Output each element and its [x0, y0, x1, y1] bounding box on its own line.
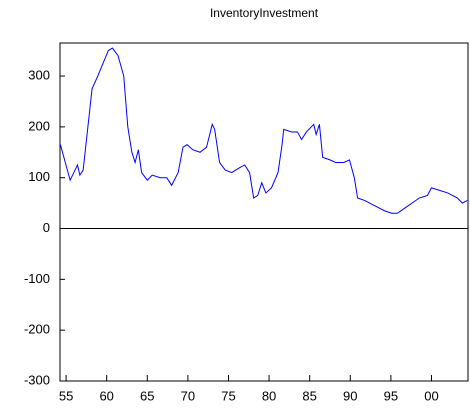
x-tick-label: 60 [99, 388, 113, 403]
y-tick-label: -300 [24, 372, 50, 387]
plot-frame [59, 42, 469, 382]
x-tick-label: 00 [424, 388, 438, 403]
y-tick-label: -200 [24, 322, 50, 337]
y-tick-label: 100 [28, 169, 50, 184]
x-tick-label: 95 [384, 388, 398, 403]
x-tick-label: 65 [140, 388, 154, 403]
x-tick-label: 75 [221, 388, 235, 403]
x-tick-label: 90 [343, 388, 357, 403]
chart-title: InventoryInvestment [210, 6, 319, 20]
y-tick-label: -100 [24, 271, 50, 286]
y-tick-label: 0 [43, 220, 50, 235]
data-line [59, 47, 468, 214]
y-tick-label: 300 [28, 67, 50, 82]
y-tick-label: 200 [28, 118, 50, 133]
x-tick-label: 85 [302, 388, 316, 403]
x-tick-label: 80 [262, 388, 276, 403]
x-tick-label: 70 [181, 388, 195, 403]
x-tick-label: 55 [59, 388, 73, 403]
